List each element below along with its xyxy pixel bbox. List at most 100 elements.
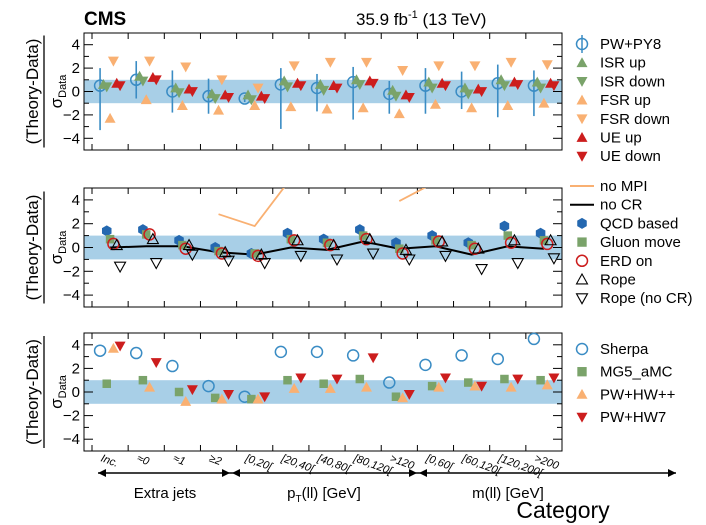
data-point <box>468 242 482 255</box>
legend-item: Gluon move <box>577 234 681 251</box>
legend-label: Rope (no CR) <box>600 290 693 307</box>
series-ue-down <box>114 75 560 105</box>
x-tick-label: [80,120[ <box>351 452 394 478</box>
data-point <box>396 247 409 260</box>
data-point <box>288 382 300 393</box>
data-point <box>140 94 152 105</box>
data-point <box>330 254 344 267</box>
series-fsr-up <box>104 94 550 123</box>
legend-marker <box>575 342 589 356</box>
data-point <box>318 85 330 96</box>
y-tick-label: −2 <box>63 408 80 425</box>
x-tick-label: ≈0 <box>135 453 151 469</box>
legend-label: PW+HW++ <box>600 386 676 403</box>
data-point <box>114 341 126 352</box>
y-tick-label: −2 <box>63 107 80 124</box>
data-point <box>295 373 307 384</box>
data-point <box>150 75 162 86</box>
y-axis-title: (Theory-Data) σData <box>23 336 69 448</box>
legend-label: Sherpa <box>600 341 649 358</box>
legend-marker <box>576 114 588 125</box>
energy-label: (13 TeV) <box>418 10 487 29</box>
data-point <box>216 75 228 86</box>
data-point <box>504 236 518 249</box>
data-point <box>399 243 413 255</box>
data-point <box>427 381 437 391</box>
data-point <box>491 352 505 366</box>
data-point <box>535 83 547 94</box>
data-point <box>146 232 160 245</box>
data-point <box>431 236 440 245</box>
data-point <box>294 250 308 263</box>
legend-marker <box>576 57 588 68</box>
y-tick-label: −4 <box>63 130 80 147</box>
y-axis-title-denominator: σData <box>47 74 69 109</box>
data-point <box>426 83 438 94</box>
data-point <box>104 112 116 123</box>
legend-item: no CR <box>570 197 643 214</box>
data-point <box>180 62 192 73</box>
data-point <box>541 60 553 71</box>
y-tick-label: 2 <box>72 60 80 77</box>
data-point <box>252 393 264 404</box>
series-no-mpi <box>218 188 427 228</box>
y-tick-label: 4 <box>72 192 80 209</box>
data-point <box>360 232 373 246</box>
x-tick-label: [20,40[ <box>279 452 317 475</box>
data-point <box>527 332 541 346</box>
data-point <box>141 230 151 239</box>
data-point <box>475 263 489 276</box>
series-mg5-amc <box>102 374 545 404</box>
y-axis-title-sigma: σ <box>47 398 66 409</box>
group-label-pt: pT(ll) [GeV] <box>287 485 361 505</box>
legend-marker <box>575 272 589 285</box>
legend-panel-3: Sherpa MG5_aMC PW+HW++ PW+HW7 <box>575 341 676 426</box>
legend-item: FSR up <box>576 92 651 109</box>
data-point <box>433 381 445 392</box>
data-point <box>547 253 561 265</box>
data-point <box>390 91 402 102</box>
data-point <box>138 375 148 385</box>
legend-marker <box>577 217 587 229</box>
data-point <box>319 379 328 388</box>
legend-marker <box>576 388 588 399</box>
y-axis-title-sigma: σ <box>47 97 66 108</box>
y-tick-label: 0 <box>72 240 80 257</box>
series-pw-hw- <box>107 342 553 406</box>
group-arrow-mid1-right <box>232 469 240 477</box>
legend-label: ERD on <box>600 253 653 270</box>
legend-label: PW+HW7 <box>600 409 666 426</box>
x-tick-label: [0,60[ <box>423 452 455 473</box>
x-tick-label: ≥2 <box>208 453 224 468</box>
data-point <box>251 249 265 263</box>
data-point <box>101 225 112 237</box>
data-point <box>548 81 560 92</box>
data-point <box>536 375 545 385</box>
legend-item: Rope (no CR) <box>575 290 693 307</box>
y-axis-title-denominator: σData <box>47 374 69 409</box>
legend-label: UE up <box>600 130 642 147</box>
data-point <box>252 83 264 94</box>
legend-marker <box>576 412 588 423</box>
data-point <box>469 61 481 72</box>
data-point <box>433 61 445 72</box>
data-point <box>439 373 451 384</box>
data-point <box>403 92 415 103</box>
y-axis-title-denominator: σData <box>47 230 69 265</box>
data-point <box>403 389 415 400</box>
data-point <box>288 61 300 72</box>
data-point <box>548 373 560 384</box>
data-point <box>282 82 294 93</box>
x-tick-label: [60,120[ <box>460 452 503 478</box>
group-arrow-right <box>668 469 676 477</box>
group-arrow-mid1-left <box>222 469 230 477</box>
data-point <box>508 233 521 246</box>
series-sherpa <box>93 332 541 403</box>
legend-label: Rope <box>600 272 636 289</box>
data-point <box>397 66 409 76</box>
y-axis-title-main: (Theory-Data) <box>23 195 42 301</box>
legend-item: Sherpa <box>575 341 649 358</box>
data-point <box>285 101 297 112</box>
